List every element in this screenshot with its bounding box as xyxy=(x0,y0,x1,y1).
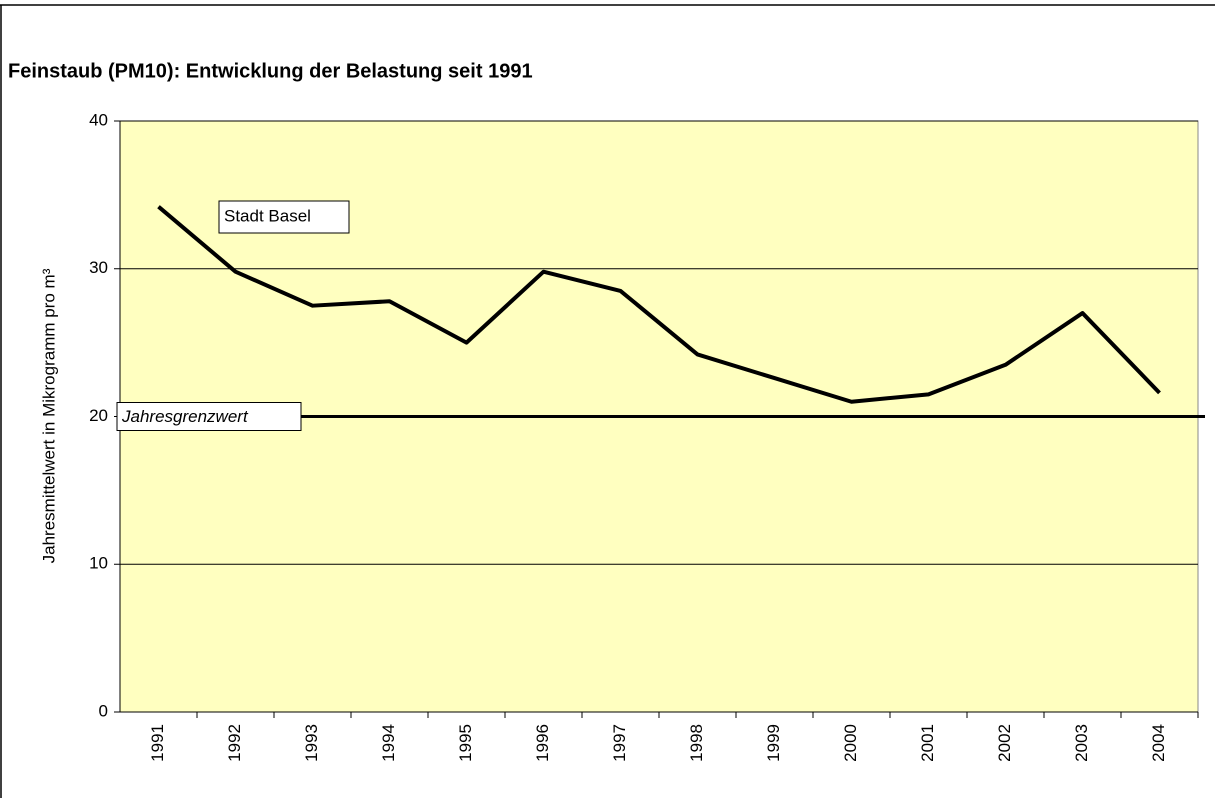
chart-title: Feinstaub (PM10): Entwicklung der Belast… xyxy=(8,60,533,82)
y-tick-label: 40 xyxy=(89,110,108,129)
x-tick-label: 1991 xyxy=(148,724,167,762)
x-tick-label: 1992 xyxy=(225,724,244,762)
series-label: Stadt Basel xyxy=(224,206,311,225)
reference-label: Jahresgrenzwert xyxy=(121,407,249,426)
x-tick-label: 1999 xyxy=(764,724,783,762)
x-tick-label: 2001 xyxy=(918,724,937,762)
x-tick-label: 2002 xyxy=(995,724,1014,762)
y-tick-label: 30 xyxy=(89,258,108,277)
y-tick-label: 10 xyxy=(89,554,108,573)
x-tick-label: 1993 xyxy=(302,724,321,762)
x-tick-label: 1994 xyxy=(379,724,398,762)
x-tick-label: 1996 xyxy=(533,724,552,762)
y-axis-label: Jahresmittelwert in Mikrogramm pro m³ xyxy=(39,268,58,563)
x-tick-label: 1995 xyxy=(456,724,475,762)
series-label-box xyxy=(218,200,350,234)
y-tick-label: 0 xyxy=(99,701,108,720)
x-tick-label: 2004 xyxy=(1149,724,1168,762)
x-tick-label: 2000 xyxy=(841,724,860,762)
x-tick-label: 2003 xyxy=(1072,724,1091,762)
y-tick-label: 20 xyxy=(89,406,108,425)
reference-label-box xyxy=(116,402,302,431)
x-tick-label: 1998 xyxy=(687,724,706,762)
x-tick-label: 1997 xyxy=(610,724,629,762)
data-line xyxy=(157,205,1161,404)
